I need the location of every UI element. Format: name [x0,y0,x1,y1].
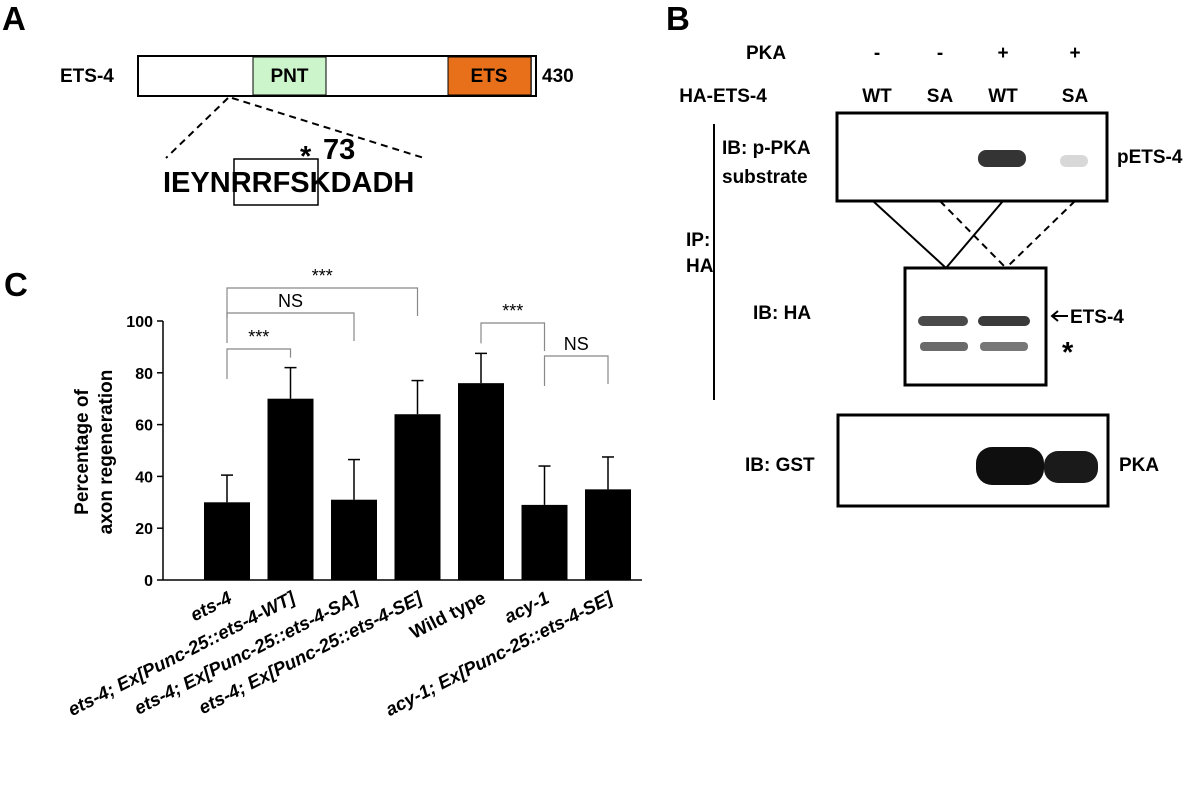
arrow-icon [1050,310,1068,322]
zoom-line-right [231,97,425,159]
ets-domain [447,56,532,96]
motif-box [233,158,319,206]
bar [267,398,314,580]
band-ets4-label: ETS-4 [1070,307,1124,328]
band-pets4-wt [978,150,1026,167]
protein-label: ETS-4 [60,66,114,87]
significance-bracket [543,355,609,386]
significance-label: *** [312,266,333,286]
panel-label-b: B [666,0,690,37]
ha-lane-3: WT [988,86,1018,107]
zoom-line-left [165,97,229,159]
significance-label: NS [278,291,303,311]
ha-lane-4: SA [1062,86,1089,107]
ib-gst-label: IB: GST [745,455,815,476]
y-tick-label: 0 [144,573,153,590]
pka-lane-1: - [874,43,880,64]
connector-solid-1 [872,200,947,269]
y-tick-label: 60 [135,418,153,435]
bar [585,489,631,580]
ets-label: ETS [471,66,508,87]
ip-label-1: IP: [686,230,710,251]
band-star-lane2 [980,342,1028,351]
bar [394,414,441,580]
site-number: 73 [323,134,355,166]
ip-label-2: HA [686,256,714,277]
significance-bracket [480,322,546,351]
y-tick-label: 100 [126,314,153,331]
pka-lane-4: + [1069,43,1080,64]
blot-ha-panel [903,266,1048,387]
site-star: * [300,141,312,173]
significance-bracket [226,312,355,343]
ha-lane-2: SA [927,86,954,107]
band-ets4-lane1 [918,316,968,326]
pnt-label: PNT [271,66,309,87]
band-pets4-sa-faint [1060,155,1088,167]
bar [521,504,568,580]
band-pka-label: PKA [1119,455,1159,476]
ib-ppka-label-2: substrate [722,167,808,188]
ha-lane-1: WT [862,86,892,107]
significance-label: *** [248,327,269,347]
band-pka-lane3 [976,447,1044,485]
connector-dashed-2 [1005,200,1076,269]
bar [331,499,377,580]
ha-row-label: HA-ETS-4 [679,86,767,107]
band-star-label: * [1062,337,1074,369]
significance-label: *** [502,301,523,321]
y-axis-title-line1: Percentage of [72,389,93,515]
protein-length: 430 [542,66,574,87]
panel-label-a: A [2,0,26,37]
band-pets4-label: pETS-4 [1117,147,1183,168]
y-tick-label: 40 [135,469,153,486]
y-tick-label: 80 [135,366,153,383]
panel-label-c: C [4,266,28,303]
ib-ppka-label-1: IB: p-PKA [722,138,811,159]
pnt-domain [252,56,327,96]
significance-bracket [226,348,292,379]
significance-bracket [226,287,419,318]
connector-solid-2 [945,200,1004,269]
significance-label: NS [564,334,589,354]
pka-lane-2: - [937,43,943,64]
peptide-sequence: IEYNRRFSKDADH [163,167,414,199]
y-tick-label: 20 [135,521,153,538]
bar [204,502,250,580]
y-axis-title-line2: axon regeneration [96,370,117,535]
band-pka-lane4 [1044,451,1098,483]
connector-dashed-1 [939,200,1007,269]
bar [458,383,504,580]
ib-ha-label: IB: HA [753,303,811,324]
pka-lane-3: + [997,43,1008,64]
pka-row-label: PKA [746,43,786,64]
band-star-lane1 [920,342,968,351]
band-ets4-lane2 [978,316,1030,326]
